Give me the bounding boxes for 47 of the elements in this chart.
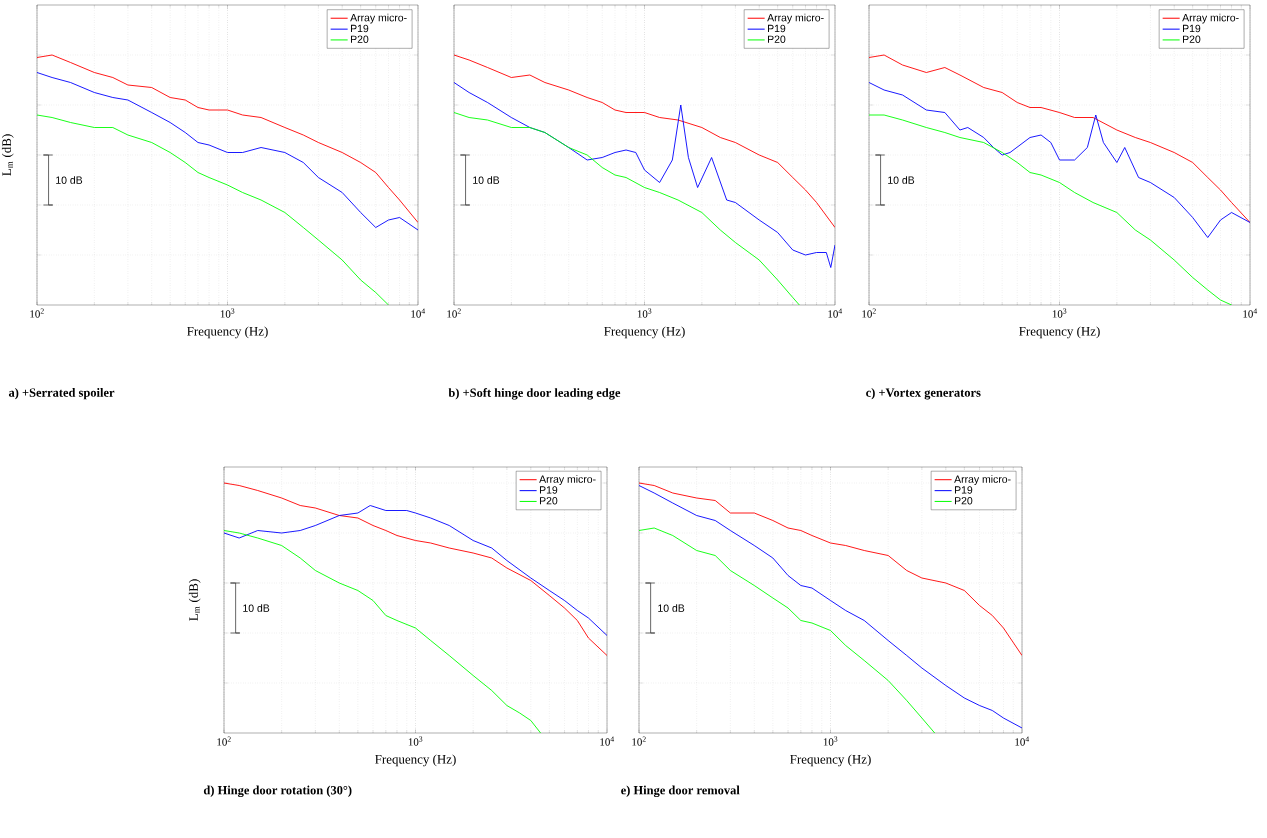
x-tick-label: 10$^{4}$: [1243, 308, 1258, 318]
annotation: 10 dB: [56, 176, 83, 184]
x-tick-label: 10$^{4}$: [1015, 736, 1030, 746]
annotation: 10 dB: [888, 176, 915, 184]
x-tick-label: 10$^{2}$: [632, 736, 646, 746]
legend-label: P20: [1183, 35, 1201, 43]
x-tick-label: 10$^{3}$: [823, 736, 838, 746]
legend-label: P20: [954, 497, 973, 505]
legend-label: Array micro-: [350, 13, 407, 24]
x-axis-title: Frequency (Hz): [790, 754, 871, 767]
text: b) +Soft hinge door leading edge: [448, 388, 621, 400]
legend-label: Array micro-: [954, 475, 1011, 485]
x-tick-label: 10$^{3}$: [408, 736, 423, 746]
legend-label: P20: [351, 35, 369, 43]
text: e) Hinge door removal: [621, 785, 740, 798]
x-tick-label: 10$^{3}$: [1052, 308, 1067, 318]
x-tick-label: 10$^{2}$: [30, 308, 44, 318]
x-axis-title: Frequency (Hz): [1019, 326, 1100, 339]
y-axis-title: L$_{m}$ (dB): [188, 579, 201, 621]
legend-label: P19: [954, 486, 973, 494]
x-tick-label: 10$^{3}$: [637, 308, 652, 318]
annotation: 10 dB: [473, 176, 500, 184]
legend-label: Array micro-: [767, 13, 824, 24]
x-axis-title: Frequency (Hz): [187, 326, 268, 339]
legend-label: P19: [351, 24, 369, 33]
y-axis-title: L$_{m}$ (dB): [1, 134, 14, 176]
legend-label: Array micro-: [1182, 13, 1239, 24]
x-tick-label: 10$^{2}$: [447, 308, 461, 318]
legend-label: P20: [768, 35, 786, 43]
legend-label: P19: [1183, 24, 1201, 33]
text: a) +Serrated spoiler: [8, 388, 115, 400]
x-axis-title: Frequency (Hz): [604, 326, 685, 339]
legend-label: P19: [768, 24, 786, 33]
annotation: 10 dB: [658, 604, 685, 612]
legend-label: P19: [539, 486, 558, 494]
legend-label: P20: [539, 497, 558, 505]
x-tick-label: 10$^{3}$: [220, 308, 235, 318]
text: d) Hinge door rotation (30°): [203, 785, 352, 798]
x-tick-label: 10$^{4}$: [411, 308, 426, 318]
x-tick-label: 10$^{2}$: [862, 308, 876, 318]
legend-label: Array micro-: [539, 475, 596, 485]
x-tick-label: 10$^{4}$: [600, 736, 615, 746]
x-axis-title: Frequency (Hz): [375, 754, 456, 767]
text: c) +Vortex generators: [866, 388, 981, 400]
x-tick-label: 10$^{4}$: [828, 308, 843, 318]
x-tick-label: 10$^{2}$: [217, 736, 231, 746]
annotation: 10 dB: [243, 604, 270, 612]
